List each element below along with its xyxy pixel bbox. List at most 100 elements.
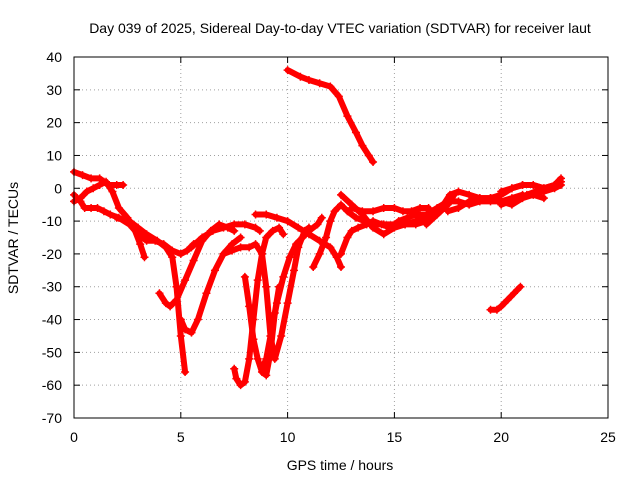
y-tick-label: 20	[46, 115, 62, 131]
series-track-13	[283, 66, 378, 167]
series-line	[252, 211, 344, 270]
data-point	[313, 220, 322, 229]
data-point	[193, 315, 202, 324]
data-point	[279, 272, 288, 281]
data-point	[398, 207, 407, 216]
y-tick-label: 10	[46, 147, 62, 163]
data-point	[189, 256, 198, 265]
data-point	[343, 233, 352, 242]
y-axis-label: SDTVAR / TECUs	[5, 182, 21, 294]
data-point	[343, 207, 352, 216]
data-point	[262, 210, 271, 219]
data-point	[454, 203, 463, 212]
data-point	[166, 302, 175, 311]
data-point	[505, 197, 514, 206]
data-point	[518, 180, 527, 189]
y-tick-label: -60	[42, 377, 62, 393]
y-tick-label: -10	[42, 213, 62, 229]
data-point	[93, 203, 102, 212]
data-point	[326, 243, 335, 252]
data-point	[99, 207, 108, 216]
data-point	[334, 92, 343, 101]
data-point	[403, 213, 412, 222]
data-point	[422, 210, 431, 219]
y-tick-label: 40	[46, 49, 62, 65]
data-point	[181, 276, 190, 285]
data-point	[245, 354, 254, 363]
data-point	[351, 213, 360, 222]
data-point	[257, 249, 266, 258]
data-point	[87, 174, 96, 183]
data-point	[514, 194, 523, 203]
data-point	[337, 190, 345, 199]
series-track-12	[257, 213, 326, 373]
data-point	[539, 187, 548, 196]
data-point	[337, 200, 345, 209]
data-point	[347, 226, 356, 235]
data-point	[255, 226, 264, 235]
data-point	[309, 263, 318, 272]
data-point	[465, 197, 474, 206]
data-point	[230, 364, 239, 373]
data-point	[497, 187, 506, 196]
data-point	[294, 223, 303, 232]
data-point	[251, 223, 260, 232]
data-point	[228, 246, 237, 255]
data-point	[268, 226, 277, 235]
data-point	[253, 276, 262, 285]
series-line	[113, 214, 189, 376]
x-tick-label: 15	[387, 429, 403, 445]
y-tick-label: -70	[42, 410, 62, 426]
data-point	[390, 203, 399, 212]
data-point	[183, 246, 192, 255]
data-point	[497, 302, 506, 311]
data-point	[369, 223, 378, 232]
data-point	[422, 220, 431, 229]
data-point	[240, 377, 249, 386]
data-point	[232, 374, 241, 383]
data-point	[407, 207, 416, 216]
data-point	[550, 184, 559, 193]
data-point	[136, 240, 145, 249]
chart-title: Day 039 of 2025, Sidereal Day-to-day VTE…	[89, 20, 591, 36]
x-tick-label: 5	[177, 429, 185, 445]
y-tick-label: 0	[54, 180, 62, 196]
data-point	[379, 230, 388, 239]
data-point	[358, 207, 367, 216]
grid-lines	[74, 57, 608, 418]
data-point	[347, 203, 356, 212]
data-point	[411, 217, 420, 226]
data-point	[443, 207, 452, 216]
data-point	[475, 194, 484, 203]
data-point	[106, 210, 115, 219]
axis-ticks: 0 5 10 15 20 25 -70 -60 -50 -40 -30 -20 -10 0 10 20 30 40	[42, 49, 616, 445]
data-point	[292, 240, 301, 249]
data-point	[503, 295, 512, 304]
data-point	[277, 331, 286, 340]
data-point	[377, 220, 386, 229]
data-point	[369, 207, 378, 216]
y-tick-label: -30	[42, 279, 62, 295]
data-point	[337, 263, 345, 272]
series-track-08	[230, 223, 288, 390]
data-point	[492, 305, 501, 314]
data-point	[330, 207, 339, 216]
data-point	[76, 197, 85, 206]
data-point	[343, 112, 352, 121]
data-point	[379, 203, 388, 212]
data-point	[557, 180, 566, 189]
data-point	[522, 190, 531, 199]
data-point	[351, 128, 360, 137]
data-point	[443, 197, 452, 206]
x-tick-label: 25	[600, 429, 616, 445]
data-point	[326, 82, 335, 91]
data-point	[140, 253, 149, 262]
data-point	[272, 299, 281, 308]
data-point	[262, 354, 271, 363]
data-point	[507, 184, 516, 193]
data-point	[337, 249, 345, 258]
data-point	[236, 381, 245, 390]
data-point	[272, 213, 281, 222]
data-point	[240, 272, 249, 281]
data-point	[304, 75, 313, 84]
